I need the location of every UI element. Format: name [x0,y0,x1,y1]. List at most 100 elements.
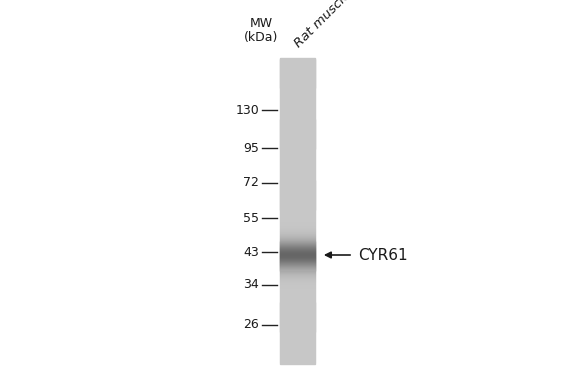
Bar [280,238,315,240]
Bar [280,97,315,98]
Bar [280,196,315,198]
Bar [280,134,315,136]
Bar [280,225,315,226]
Bar [280,195,315,197]
Bar [280,200,315,202]
Bar [280,212,315,214]
Text: (kDa): (kDa) [244,31,279,44]
Bar [280,192,315,194]
Bar [280,62,315,64]
Bar [280,150,315,151]
Bar [280,317,315,319]
Bar [280,171,315,172]
Bar [280,144,315,146]
Bar [280,189,315,191]
Bar [280,211,315,212]
Bar [280,233,315,234]
Bar [280,87,315,89]
Bar [280,176,315,177]
Bar [280,295,315,296]
Bar [280,311,315,313]
Bar [280,341,315,342]
Bar [280,153,315,155]
Bar [280,260,315,262]
Bar [280,234,315,235]
Bar [280,318,315,320]
Bar [280,143,315,145]
Bar [280,78,315,80]
Bar [280,355,315,356]
Text: CYR61: CYR61 [358,248,407,262]
Bar [280,287,315,288]
Bar [280,277,315,279]
Bar [280,165,315,166]
Bar [280,169,315,170]
Bar [280,313,315,315]
Bar [280,60,315,62]
Bar [280,96,315,97]
Bar [280,69,315,71]
Bar [280,197,315,199]
Bar [280,93,315,94]
Bar [280,230,315,231]
Bar [280,271,315,272]
Bar [280,299,315,301]
Bar [280,223,315,224]
Bar [280,267,315,269]
Bar [280,116,315,118]
Bar [280,327,315,329]
Bar [280,330,315,332]
Bar [280,168,315,169]
Bar [280,113,315,115]
Bar [280,285,315,286]
Bar [280,251,315,253]
Bar [280,67,315,69]
Bar [280,61,315,63]
Bar [280,180,315,181]
Bar [280,174,315,175]
Bar [280,91,315,92]
Bar [280,149,315,150]
Bar [280,319,315,321]
Bar [280,360,315,361]
Bar [280,289,315,290]
Bar [280,188,315,190]
Bar [280,296,315,297]
Bar [280,236,315,237]
Bar [280,63,315,65]
Bar [280,229,315,230]
Bar [280,346,315,347]
Bar [280,75,315,77]
Bar [280,218,315,220]
Bar [280,243,315,245]
Bar [280,186,315,187]
Bar [280,282,315,283]
Bar [280,72,315,74]
Bar [280,161,315,162]
Text: 34: 34 [243,279,259,291]
Bar [280,159,315,160]
Bar [280,103,315,104]
Bar [280,118,315,119]
Bar [280,359,315,361]
Bar [280,70,315,72]
Bar [280,128,315,130]
Bar [280,268,315,270]
Bar [280,310,315,311]
Bar [280,108,315,109]
Text: 43: 43 [243,245,259,259]
Bar [280,74,315,76]
Bar [280,115,315,116]
Bar [280,315,315,317]
Bar [280,150,315,152]
Bar [280,155,315,156]
Bar [280,250,315,252]
Bar [280,291,315,292]
Bar [280,271,315,273]
Bar [280,307,315,308]
Bar [280,202,315,204]
Bar [280,232,315,233]
Bar [280,270,315,271]
Bar [280,58,315,59]
Bar [280,224,315,225]
